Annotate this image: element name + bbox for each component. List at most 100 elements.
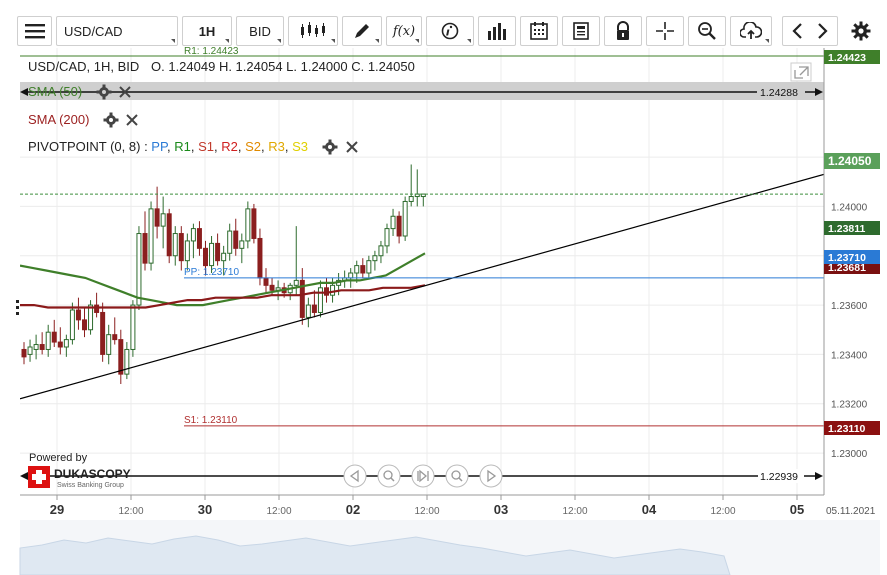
lock-icon [617, 21, 629, 40]
candle [196, 221, 202, 256]
chevron-down-icon [331, 39, 335, 43]
pivot-legend: PIVOTPOINT (0, 8) : PP, R1, S1, R2, S2, … [28, 139, 308, 154]
price-axis[interactable]: 1.242001.240001.236001.234001.232001.230… [831, 153, 868, 460]
function-icon: f(x) [392, 23, 416, 39]
range-high-value: 1.24288 [760, 87, 798, 99]
sma200-legend: SMA (200) [28, 112, 89, 127]
candle [82, 307, 87, 338]
timeframe-select[interactable]: 1H [182, 16, 232, 46]
price-tag-current-text: 1.24050 [828, 154, 872, 168]
price-tag-s1: 1.23110 [824, 421, 880, 435]
x-tick-label: 03 [494, 502, 508, 517]
fit-icon [417, 469, 429, 483]
nav-fit-button[interactable] [411, 464, 435, 488]
pp-label: PP: 1.23710 [184, 267, 239, 278]
sma200-settings-icon[interactable] [103, 112, 119, 128]
volume-button[interactable] [478, 16, 516, 46]
chevron-down-icon [375, 39, 379, 43]
candle [184, 233, 190, 271]
candle [227, 223, 233, 261]
dukascopy-logo: DUKASCOPY Swiss Banking Group [28, 466, 131, 489]
r1-label: R1: 1.24423 [184, 46, 239, 57]
y-tick-label: 1.23200 [831, 400, 868, 411]
s1-label: S1: 1.23110 [184, 415, 238, 426]
pivot-item-r1: R1 [174, 139, 191, 154]
price-type-select[interactable]: BID [236, 16, 284, 46]
zoom-out-icon [383, 470, 393, 480]
svg-text:Swiss Banking Group: Swiss Banking Group [57, 482, 124, 489]
hamburger-icon [24, 24, 45, 39]
powered-by-text: Powered by [29, 452, 88, 464]
calendar-button[interactable] [520, 16, 558, 46]
navigator-area [19, 535, 731, 575]
pivot-settings-icon[interactable] [322, 139, 338, 155]
candle [251, 203, 257, 244]
time-axis[interactable]: 29 12:00 30 12:00 02 12:00 03 12:00 04 12:00 05 [50, 495, 804, 517]
candle [166, 208, 172, 264]
candle [160, 196, 166, 249]
price-tag-current: 1.24050 [824, 153, 880, 169]
chevron-down-icon [171, 39, 175, 43]
chevron-left-icon[interactable] [791, 22, 805, 40]
candle [112, 317, 118, 345]
x-tick-label: 12:00 [414, 506, 439, 517]
trend-line[interactable] [20, 173, 824, 400]
nav-prev-button[interactable] [343, 464, 367, 488]
nav-zoom-in-button[interactable] [445, 464, 469, 488]
crosshair-button[interactable] [646, 16, 684, 46]
candle [372, 250, 378, 271]
chart-type-button[interactable] [288, 16, 338, 46]
candle [408, 164, 414, 207]
sma50-line [20, 252, 426, 307]
pivot-close-icon[interactable] [346, 141, 358, 153]
sma50-close-icon[interactable] [119, 86, 131, 98]
x-tick-label: 05 [790, 502, 804, 517]
price-tag-sma50-text: 1.23811 [828, 223, 866, 235]
candle [215, 233, 221, 266]
menu-button[interactable] [17, 16, 52, 46]
candle [124, 342, 130, 380]
sma50-settings-icon[interactable] [96, 84, 112, 100]
nav-next-button[interactable] [479, 464, 503, 488]
zoom-button[interactable] [688, 16, 726, 46]
candle [366, 255, 372, 278]
zoom-in-icon [451, 470, 461, 480]
calendar-icon [530, 22, 548, 40]
settings-button[interactable] [848, 16, 874, 46]
candle [420, 193, 426, 207]
price-tag-sma50: 1.23811 [824, 221, 880, 235]
indicators-button[interactable]: f(x) [386, 16, 422, 46]
x-tick-label: 12:00 [562, 506, 587, 517]
symbol-select[interactable]: USD/CAD [56, 16, 178, 46]
candle [27, 339, 33, 362]
sma200-close-icon[interactable] [126, 114, 138, 126]
plot-area[interactable] [20, 48, 824, 495]
expand-icon [794, 66, 809, 79]
resize-handle[interactable] [16, 300, 19, 315]
price-tag-pp: 1.23710 [824, 250, 880, 264]
expand-button[interactable] [790, 62, 812, 82]
gear-icon [851, 21, 871, 41]
candle [51, 319, 57, 347]
candle [142, 211, 148, 271]
x-tick-label: 04 [642, 502, 657, 517]
candle [203, 240, 208, 276]
symbol-value: USD/CAD [64, 23, 123, 39]
candle [384, 223, 390, 254]
candle [45, 324, 51, 357]
chevron-down-icon [765, 39, 769, 43]
chevron-right-icon[interactable] [815, 22, 829, 40]
upload-button[interactable] [730, 16, 772, 46]
range-low-value: 1.22939 [760, 471, 798, 483]
news-button[interactable] [562, 16, 600, 46]
chevron-down-icon [467, 39, 471, 43]
draw-tools-button[interactable] [342, 16, 382, 46]
nav-zoom-out-button[interactable] [377, 464, 401, 488]
candle [130, 300, 136, 357]
info-button[interactable] [426, 16, 474, 46]
candle [305, 297, 311, 328]
x-tick-label: 30 [198, 502, 212, 517]
lock-button[interactable] [604, 16, 642, 46]
chevron-down-icon [225, 39, 229, 43]
